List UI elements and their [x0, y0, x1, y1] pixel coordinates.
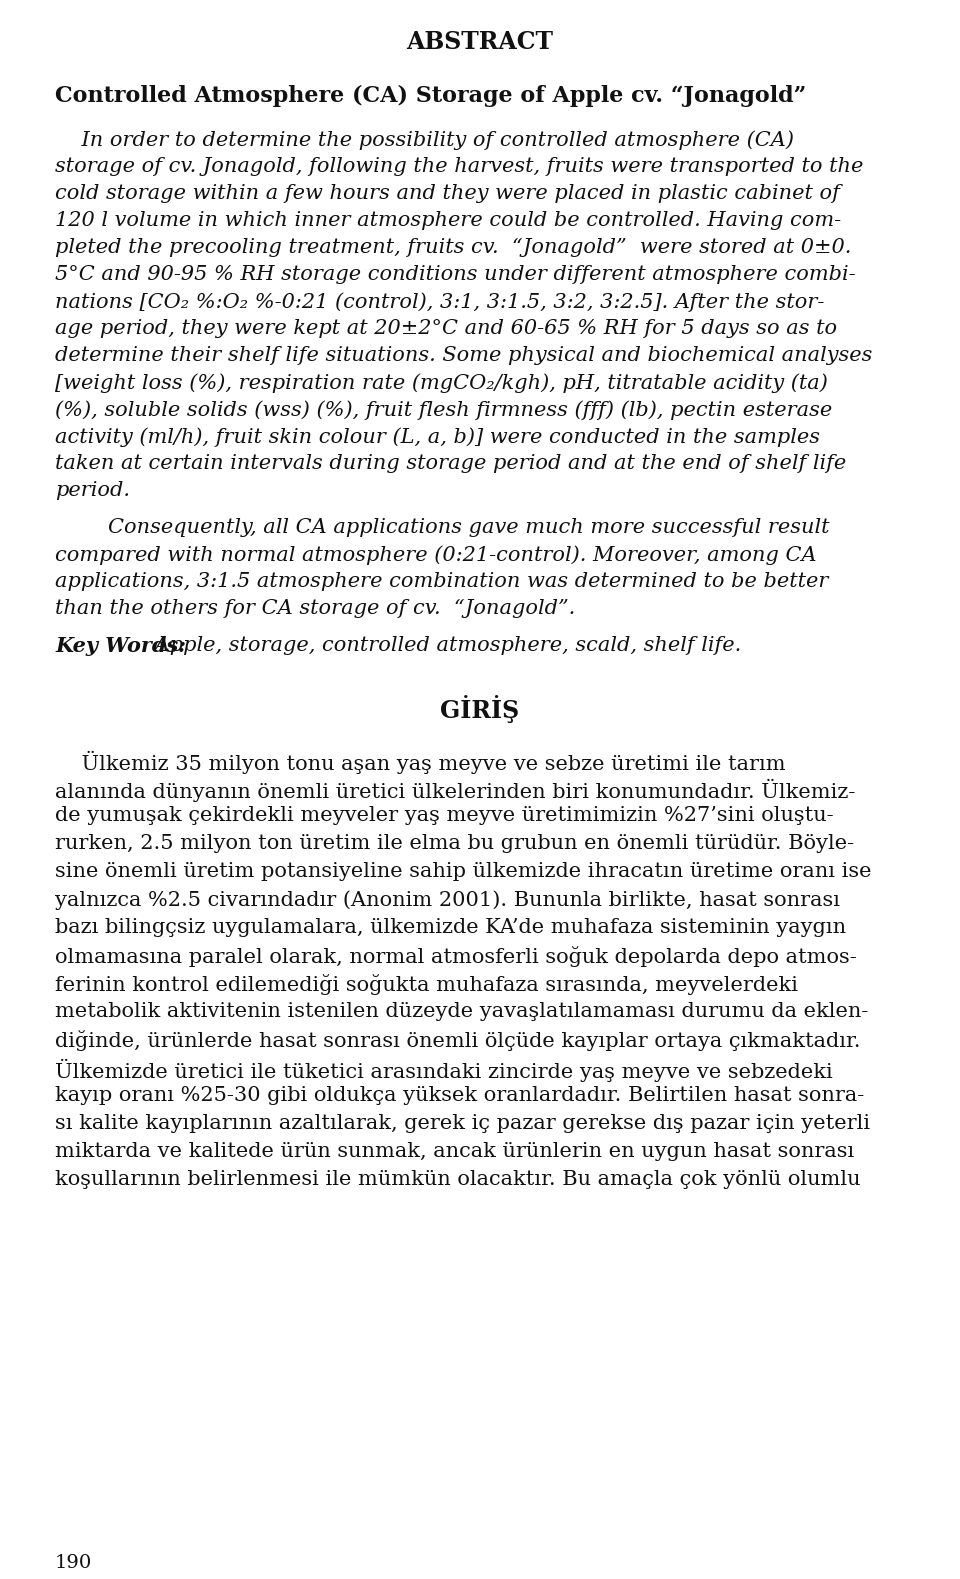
Text: determine their shelf life situations. Some physical and biochemical analyses: determine their shelf life situations. S…: [55, 346, 873, 365]
Text: than the others for CA storage of cv.  “Jonagold”.: than the others for CA storage of cv. “J…: [55, 598, 575, 617]
Text: [weight loss (%), respiration rate (mgCO₂/kgh), pH, titratable acidity (ta): [weight loss (%), respiration rate (mgCO…: [55, 373, 828, 393]
Text: GİRİŞ: GİRİŞ: [441, 695, 519, 723]
Text: nations [CO₂ %:O₂ %-0:21 (control), 3:1, 3:1.5, 3:2, 3:2.5]. After the stor-: nations [CO₂ %:O₂ %-0:21 (control), 3:1,…: [55, 292, 825, 311]
Text: Key Words:: Key Words:: [55, 636, 186, 655]
Text: age period, they were kept at 20±2°C and 60-65 % RH for 5 days so as to: age period, they were kept at 20±2°C and…: [55, 319, 837, 338]
Text: applications, 3:1.5 atmosphere combination was determined to be better: applications, 3:1.5 atmosphere combinati…: [55, 572, 828, 591]
Text: Apple, storage, controlled atmosphere, scald, shelf life.: Apple, storage, controlled atmosphere, s…: [148, 636, 741, 655]
Text: activity (ml/h), fruit skin colour (L, a, b)] were conducted in the samples: activity (ml/h), fruit skin colour (L, a…: [55, 426, 820, 447]
Text: taken at certain intervals during storage period and at the end of shelf life: taken at certain intervals during storag…: [55, 455, 847, 474]
Text: metabolik aktivitenin istenilen düzeyde yavaşlatılamaması durumu da eklen-: metabolik aktivitenin istenilen düzeyde …: [55, 1003, 869, 1022]
Text: storage of cv. Jonagold, following the harvest, fruits were transported to the: storage of cv. Jonagold, following the h…: [55, 156, 863, 175]
Text: Ülkemizde üretici ile tüketici arasındaki zincirde yaş meyve ve sebzedeki: Ülkemizde üretici ile tüketici arasındak…: [55, 1058, 832, 1082]
Text: period.: period.: [55, 482, 130, 501]
Text: cold storage within a few hours and they were placed in plastic cabinet of: cold storage within a few hours and they…: [55, 185, 840, 204]
Text: In order to determine the possibility of controlled atmosphere (CA): In order to determine the possibility of…: [55, 129, 794, 150]
Text: Consequently, all CA applications gave much more successful result: Consequently, all CA applications gave m…: [55, 518, 829, 537]
Text: Controlled Atmosphere (CA) Storage of Apple cv. “Jonagold”: Controlled Atmosphere (CA) Storage of Ap…: [55, 85, 806, 107]
Text: diğinde, ürünlerde hasat sonrası önemli ölçüde kayıplar ortaya çıkmaktadır.: diğinde, ürünlerde hasat sonrası önemli …: [55, 1031, 860, 1052]
Text: ABSTRACT: ABSTRACT: [406, 30, 554, 54]
Text: ferinin kontrol edilemediği soğukta muhafaza sırasında, meyvelerdeki: ferinin kontrol edilemediği soğukta muha…: [55, 974, 798, 995]
Text: bazı bilingçsiz uygulamalara, ülkemizde KA’de muhafaza sisteminin yaygın: bazı bilingçsiz uygulamalara, ülkemizde …: [55, 919, 846, 938]
Text: compared with normal atmosphere (0:21-control). Moreover, among CA: compared with normal atmosphere (0:21-co…: [55, 545, 817, 565]
Text: kayıp oranı %25-30 gibi oldukça yüksek oranlardadır. Belirtilen hasat sonra-: kayıp oranı %25-30 gibi oldukça yüksek o…: [55, 1086, 864, 1105]
Text: yalnızca %2.5 civarındadır (Anonim 2001). Bununla birlikte, hasat sonrası: yalnızca %2.5 civarındadır (Anonim 2001)…: [55, 891, 840, 910]
Text: rurken, 2.5 milyon ton üretim ile elma bu grubun en önemli türüdür. Böyle-: rurken, 2.5 milyon ton üretim ile elma b…: [55, 834, 854, 853]
Text: alanında dünyanın önemli üretici ülkelerinden biri konumundadır. Ülkemiz-: alanında dünyanın önemli üretici ülkeler…: [55, 778, 855, 802]
Text: miktarda ve kalitede ürün sunmak, ancak ürünlerin en uygun hasat sonrası: miktarda ve kalitede ürün sunmak, ancak …: [55, 1142, 854, 1162]
Text: pleted the precooling treatment, fruits cv.  “Jonagold”  were stored at 0±0.: pleted the precooling treatment, fruits …: [55, 238, 852, 257]
Text: olmamasına paralel olarak, normal atmosferli soğuk depolarda depo atmos-: olmamasına paralel olarak, normal atmosf…: [55, 946, 856, 968]
Text: 190: 190: [55, 1554, 92, 1573]
Text: koşullarının belirlenmesi ile mümkün olacaktır. Bu amaçla çok yönlü olumlu: koşullarının belirlenmesi ile mümkün ola…: [55, 1170, 860, 1189]
Text: 120 l volume in which inner atmosphere could be controlled. Having com-: 120 l volume in which inner atmosphere c…: [55, 212, 841, 231]
Text: (%), soluble solids (wss) (%), fruit flesh firmness (fff) (lb), pectin esterase: (%), soluble solids (wss) (%), fruit fle…: [55, 399, 832, 420]
Text: 5°C and 90-95 % RH storage conditions under different atmosphere combi-: 5°C and 90-95 % RH storage conditions un…: [55, 265, 855, 284]
Text: sine önemli üretim potansiyeline sahip ülkemizde ihracatın üretime oranı ise: sine önemli üretim potansiyeline sahip ü…: [55, 862, 872, 881]
Text: de yumuşak çekirdekli meyveler yaş meyve üretimimizin %27’sini oluştu-: de yumuşak çekirdekli meyveler yaş meyve…: [55, 807, 833, 826]
Text: sı kalite kayıplarının azaltılarak, gerek iç pazar gerekse dış pazar için yeterl: sı kalite kayıplarının azaltılarak, gere…: [55, 1115, 870, 1134]
Text: Ülkemiz 35 milyon tonu aşan yaş meyve ve sebze üretimi ile tarım: Ülkemiz 35 milyon tonu aşan yaş meyve ve…: [55, 750, 785, 774]
